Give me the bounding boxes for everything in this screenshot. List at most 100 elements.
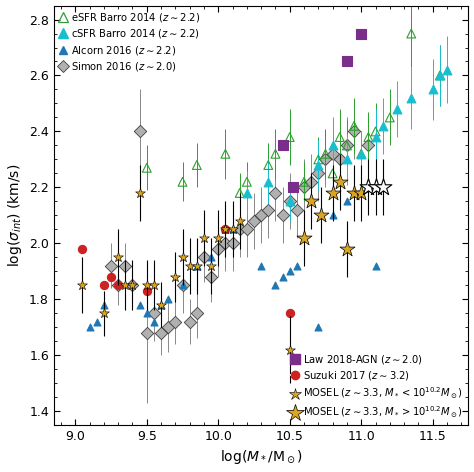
- Point: [229, 226, 237, 233]
- Point: [286, 198, 293, 205]
- Point: [365, 184, 372, 191]
- Point: [329, 150, 337, 158]
- Point: [372, 184, 379, 191]
- Point: [79, 245, 86, 253]
- Point: [193, 262, 201, 270]
- Point: [172, 318, 179, 325]
- Point: [357, 150, 365, 158]
- Point: [429, 86, 437, 93]
- Point: [272, 189, 279, 197]
- Point: [357, 189, 365, 197]
- Point: [286, 198, 293, 205]
- Point: [322, 150, 329, 158]
- Point: [179, 253, 186, 261]
- Point: [128, 281, 136, 289]
- Point: [121, 262, 129, 270]
- Point: [343, 142, 351, 149]
- Point: [300, 184, 308, 191]
- Point: [289, 184, 296, 191]
- Point: [300, 234, 308, 242]
- Point: [286, 346, 293, 354]
- Point: [243, 189, 251, 197]
- Point: [186, 318, 193, 325]
- Point: [343, 156, 351, 163]
- Point: [79, 281, 86, 289]
- Point: [308, 178, 315, 185]
- Point: [272, 281, 279, 289]
- Point: [214, 234, 222, 242]
- Point: [200, 234, 208, 242]
- Point: [143, 310, 151, 317]
- Point: [114, 253, 122, 261]
- Point: [222, 226, 229, 233]
- Point: [207, 262, 215, 270]
- Point: [136, 189, 144, 197]
- Point: [379, 122, 386, 130]
- Point: [408, 30, 415, 37]
- Point: [114, 281, 122, 289]
- Point: [443, 66, 451, 74]
- Point: [315, 323, 322, 331]
- Point: [143, 287, 151, 295]
- Point: [286, 268, 293, 275]
- Point: [343, 142, 351, 149]
- Point: [329, 142, 337, 149]
- Point: [257, 211, 265, 219]
- Point: [336, 133, 344, 141]
- Point: [143, 164, 151, 171]
- Point: [329, 189, 337, 197]
- Point: [308, 198, 315, 205]
- Point: [300, 178, 308, 185]
- Point: [179, 178, 186, 185]
- Point: [236, 189, 244, 197]
- Point: [143, 329, 151, 337]
- Point: [264, 161, 272, 169]
- Point: [336, 178, 344, 185]
- Point: [315, 169, 322, 177]
- Point: [86, 323, 93, 331]
- Point: [293, 262, 301, 270]
- Point: [329, 169, 337, 177]
- Point: [322, 156, 329, 163]
- Point: [372, 262, 379, 270]
- Point: [350, 127, 358, 135]
- Point: [150, 281, 158, 289]
- Point: [436, 72, 444, 79]
- Point: [121, 281, 129, 289]
- Point: [114, 281, 122, 289]
- Point: [264, 206, 272, 213]
- Point: [93, 318, 100, 325]
- Point: [408, 94, 415, 101]
- Point: [157, 301, 165, 309]
- Point: [286, 310, 293, 317]
- Point: [100, 310, 108, 317]
- Point: [222, 226, 229, 233]
- Point: [164, 323, 172, 331]
- Point: [243, 226, 251, 233]
- Point: [222, 226, 229, 233]
- Point: [128, 281, 136, 289]
- Point: [179, 281, 186, 289]
- Point: [229, 239, 237, 247]
- Point: [164, 295, 172, 303]
- Point: [200, 253, 208, 261]
- Point: [100, 301, 108, 309]
- Point: [293, 206, 301, 213]
- Point: [372, 133, 379, 141]
- Point: [229, 226, 237, 233]
- Point: [365, 133, 372, 141]
- Point: [379, 184, 386, 191]
- Point: [318, 211, 325, 219]
- Point: [222, 150, 229, 158]
- Point: [279, 142, 286, 149]
- Point: [257, 262, 265, 270]
- Point: [343, 58, 351, 65]
- Point: [264, 178, 272, 185]
- X-axis label: $\log(M_*/\mathrm{M}_\odot)$: $\log(M_*/\mathrm{M}_\odot)$: [220, 448, 302, 466]
- Point: [243, 178, 251, 185]
- Point: [350, 189, 358, 197]
- Point: [179, 281, 186, 289]
- Point: [250, 217, 258, 225]
- Point: [357, 150, 365, 158]
- Point: [315, 156, 322, 163]
